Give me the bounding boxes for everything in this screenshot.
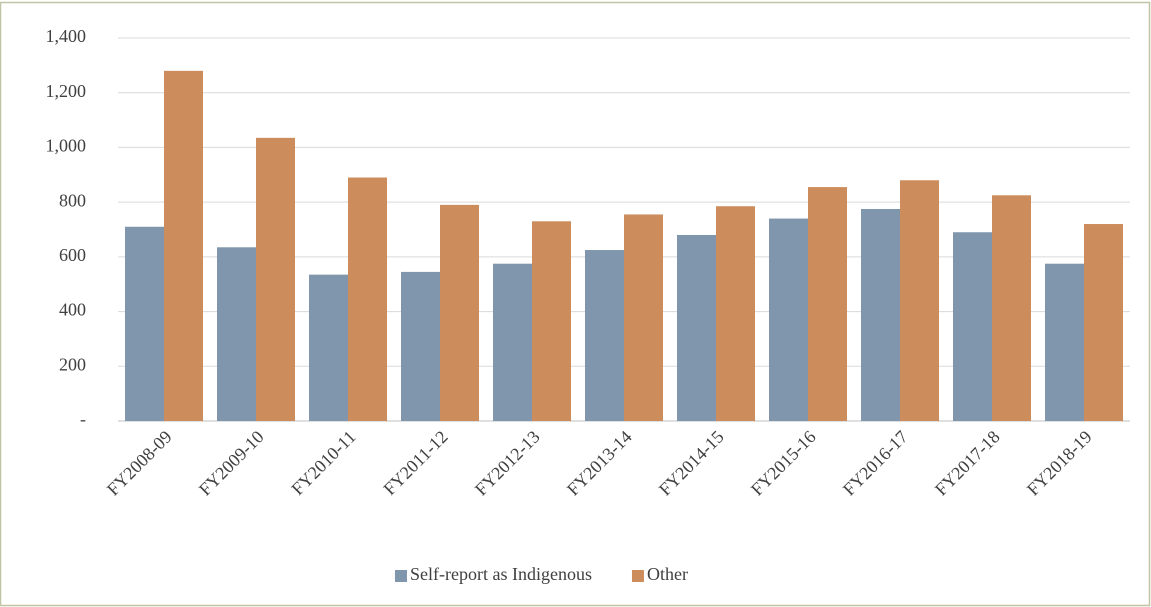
x-tick-label: FY2012-13	[471, 427, 544, 500]
legend-label: Self-report as Indigenous	[410, 564, 592, 584]
y-tick-label: 1,200	[46, 81, 87, 101]
legend-swatch	[395, 570, 407, 582]
x-tick-label: FY2015-16	[747, 427, 820, 500]
bar	[769, 218, 808, 421]
bar	[401, 271, 440, 421]
bar	[585, 250, 624, 421]
bar	[953, 232, 992, 421]
bar	[624, 214, 663, 421]
y-tick-label: 200	[59, 354, 86, 374]
bar	[861, 208, 900, 421]
y-tick-label: -	[80, 409, 86, 429]
bar	[1084, 224, 1123, 421]
y-tick-label: 400	[59, 300, 86, 320]
x-tick-label: FY2010-11	[287, 427, 359, 499]
x-tick-label: FY2009-10	[195, 427, 268, 500]
bar	[900, 180, 939, 421]
bar	[217, 247, 256, 421]
x-tick-label: FY2018-19	[1023, 427, 1096, 500]
bar	[1045, 263, 1084, 421]
bar	[348, 177, 387, 421]
bar	[440, 204, 479, 421]
x-tick-label: FY2008-09	[103, 427, 176, 500]
legend-swatch	[631, 570, 644, 582]
bar	[309, 274, 348, 421]
y-tick-label: 1,400	[46, 26, 87, 46]
x-tick-label: FY2013-14	[563, 427, 636, 500]
y-tick-label: 1,000	[46, 136, 87, 156]
bar	[256, 137, 295, 421]
x-tick-label: FY2017-18	[931, 427, 1004, 500]
bar	[532, 221, 571, 421]
x-tick-label: FY2014-15	[655, 427, 728, 500]
bar	[125, 226, 164, 421]
x-tick-label: FY2016-17	[839, 427, 912, 500]
y-tick-label: 800	[59, 190, 86, 210]
bar	[992, 195, 1031, 421]
x-tick-label: FY2011-12	[379, 427, 451, 499]
y-tick-label: 600	[59, 245, 86, 265]
bar	[164, 70, 203, 421]
bar	[677, 234, 716, 421]
legend-label: Other	[647, 564, 688, 584]
bar	[808, 187, 847, 421]
bar	[493, 263, 532, 421]
bar	[716, 206, 755, 421]
